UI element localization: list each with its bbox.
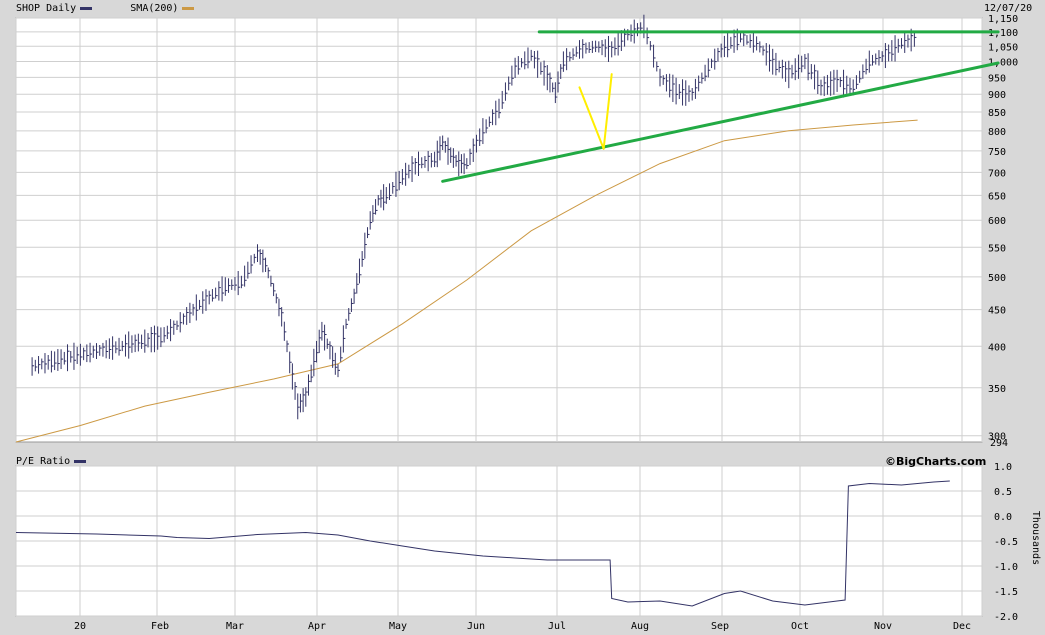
date-label: 12/07/20	[984, 3, 1033, 14]
green-trendline	[441, 61, 1000, 183]
price-y-min-label: 294	[990, 438, 1008, 448]
x-axis-label: Jun	[467, 621, 485, 632]
x-axis-label: Jul	[548, 621, 566, 632]
price-y-tick-label: 1,000	[988, 57, 1018, 68]
x-axis-label: Nov	[874, 621, 892, 632]
x-axis-label: Apr	[308, 621, 326, 632]
price-y-tick-label: 750	[988, 147, 1006, 158]
price-y-tick-label: 1,100	[988, 28, 1018, 39]
x-axis-label: 20	[74, 621, 86, 632]
price-legend: SHOP Daily SMA(200)	[16, 3, 195, 14]
pe-y-tick-label: -0.5	[994, 537, 1018, 548]
x-axis-label: Oct	[791, 621, 809, 632]
price-y-tick-label: 850	[988, 108, 1006, 119]
x-axis-label: May	[389, 621, 407, 632]
bigcharts-credit: ©BigCharts.com	[885, 455, 987, 468]
price-y-tick-label: 500	[988, 273, 1006, 284]
price-y-tick-label: 550	[988, 243, 1006, 254]
legend-pe-swatch	[74, 459, 87, 463]
legend-sma-label: SMA(200)	[130, 3, 179, 14]
pe-y-tick-label: 1.0	[994, 462, 1012, 473]
x-axis-label: Sep	[711, 621, 729, 632]
pe-chart: 1.0 0.5 0.0 -0.5 -1.0 -1.5 -2.0 Thousands 20 Feb M…	[0, 448, 1045, 635]
price-y-tick-label: 400	[988, 342, 1006, 353]
pe-y-tick-label: 0.5	[994, 487, 1012, 498]
price-y-tick-label: 1,150	[988, 14, 1018, 25]
sma200-line	[15, 119, 918, 443]
price-y-tick-label: 1,050	[988, 42, 1018, 53]
x-axis-label: Mar	[226, 621, 244, 632]
pe-y-tick-label: -1.0	[994, 562, 1018, 573]
yellow-annotation-line	[578, 86, 605, 150]
legend-sma-swatch	[182, 6, 195, 10]
price-y-tick-label: 800	[988, 127, 1006, 138]
legend-shop-label: SHOP Daily	[16, 3, 77, 14]
price-y-tick-label: 450	[988, 306, 1006, 317]
price-y-tick-label: 700	[988, 168, 1006, 179]
legend-shop-swatch	[80, 6, 93, 10]
price-y-tick-label: 600	[988, 216, 1006, 227]
price-y-tick-label: 650	[988, 191, 1006, 202]
yellow-annotation-line	[602, 73, 613, 150]
price-y-tick-label: 300	[988, 432, 1006, 443]
legend-pe-label: P/E Ratio	[16, 456, 71, 467]
pe-ratio-line	[15, 480, 950, 607]
pe-y-axis-title: Thousands	[1030, 511, 1041, 565]
price-chart: 1,150 1,100 1,050 1,000 950 900 850 800 750 700 65…	[0, 0, 1045, 448]
price-y-tick-label: 950	[988, 73, 1006, 84]
pe-y-tick-label: 0.0	[994, 512, 1012, 523]
pe-y-tick-label: -2.0	[994, 612, 1018, 623]
price-y-tick-label: 900	[988, 90, 1006, 101]
x-axis-label: Aug	[631, 621, 649, 632]
x-axis-label: Dec	[953, 621, 971, 632]
pe-legend: P/E Ratio	[16, 456, 87, 467]
pe-y-tick-label: -1.5	[994, 587, 1018, 598]
price-y-tick-label: 350	[988, 384, 1006, 395]
x-axis-label: Feb	[151, 621, 169, 632]
